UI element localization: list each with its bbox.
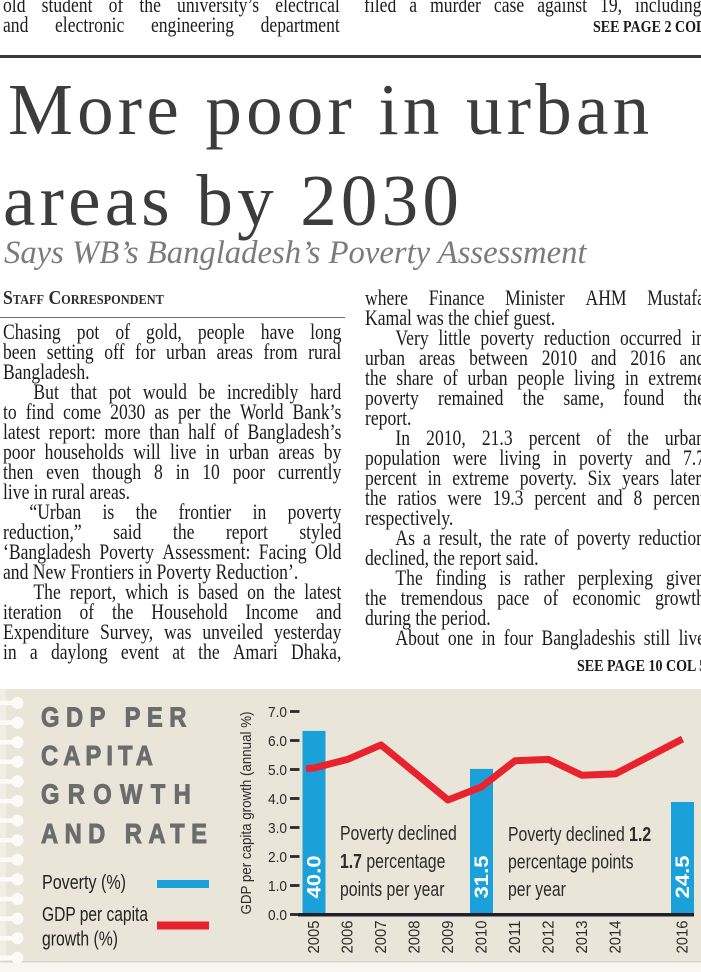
svg-text:40.0: 40.0 bbox=[305, 856, 326, 899]
svg-text:2013: 2013 bbox=[574, 921, 591, 954]
svg-text:2012: 2012 bbox=[541, 921, 558, 954]
svg-text:2014: 2014 bbox=[608, 920, 625, 953]
svg-text:Poverty (%): Poverty (%) bbox=[42, 872, 126, 894]
svg-text:growth (%): growth (%) bbox=[42, 929, 118, 951]
svg-text:7.0: 7.0 bbox=[268, 704, 287, 721]
svg-text:5.0: 5.0 bbox=[268, 762, 287, 779]
svg-text:1.0: 1.0 bbox=[268, 878, 287, 895]
svg-text:4.0: 4.0 bbox=[268, 791, 287, 808]
svg-text:6.0: 6.0 bbox=[268, 733, 287, 750]
svg-text:2011: 2011 bbox=[507, 921, 524, 954]
svg-text:2016: 2016 bbox=[675, 921, 692, 954]
svg-text:Poverty declined: Poverty declined bbox=[340, 822, 457, 844]
svg-text:2006: 2006 bbox=[340, 921, 357, 954]
svg-text:CAPITA: CAPITA bbox=[41, 741, 153, 771]
svg-text:2009: 2009 bbox=[440, 921, 457, 954]
svg-text:31.5: 31.5 bbox=[472, 855, 493, 898]
svg-text:2.0: 2.0 bbox=[268, 849, 287, 866]
svg-text:GDP per capita growth (annual: GDP per capita growth (annual %) bbox=[238, 711, 255, 914]
svg-text:0.0: 0.0 bbox=[268, 907, 287, 924]
svg-text:3.0: 3.0 bbox=[268, 820, 287, 837]
svg-text:per year: per year bbox=[508, 878, 566, 900]
svg-text:2010: 2010 bbox=[474, 920, 491, 953]
svg-text:24.5: 24.5 bbox=[673, 855, 694, 898]
svg-text:points per year: points per year bbox=[340, 878, 444, 900]
svg-text:2005: 2005 bbox=[306, 921, 323, 954]
svg-text:2008: 2008 bbox=[407, 921, 424, 954]
svg-text:2007: 2007 bbox=[373, 921, 390, 954]
svg-text:Poverty declined 1.2: Poverty declined 1.2 bbox=[508, 823, 651, 845]
svg-text:GDP per capita: GDP per capita bbox=[42, 904, 149, 926]
svg-text:1.7 percentage: 1.7 percentage bbox=[340, 850, 445, 872]
svg-text:percentage points: percentage points bbox=[508, 851, 634, 873]
